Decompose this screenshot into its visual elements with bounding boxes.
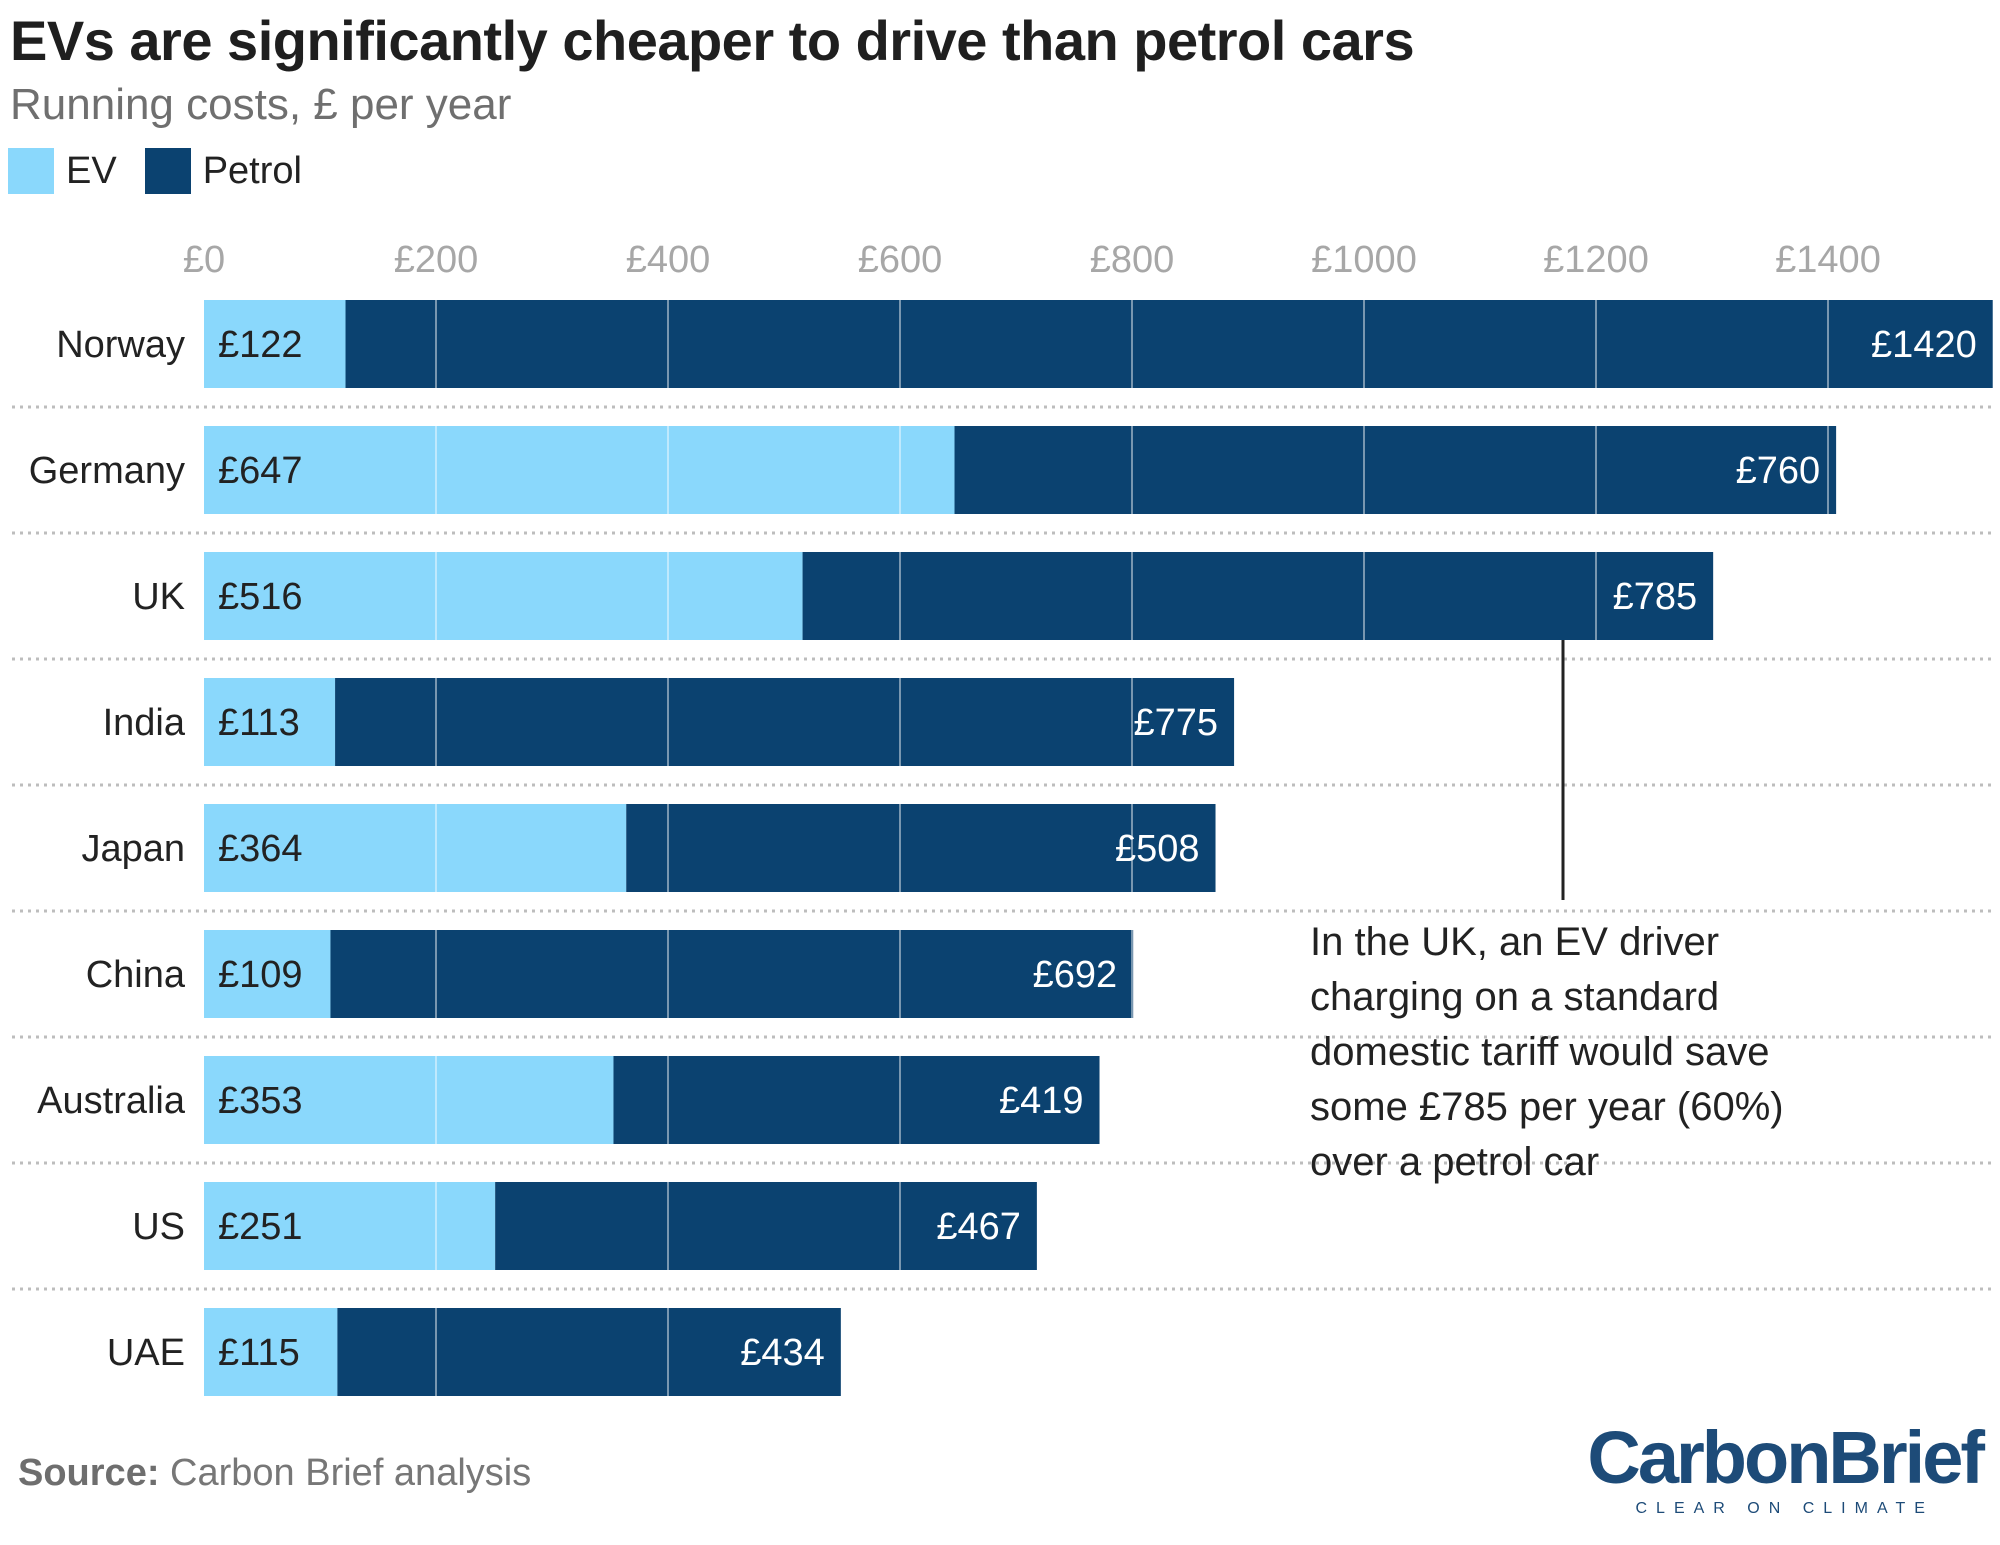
data-label-petrol: £419	[999, 1080, 1084, 1122]
bar-petrol	[613, 1056, 1100, 1144]
data-label-petrol: £1420	[1871, 324, 1977, 366]
data-label-ev: £122	[218, 324, 303, 366]
data-label-petrol: £508	[1115, 828, 1200, 870]
bar-ev	[204, 930, 331, 1018]
legend-item-ev: EV	[8, 148, 117, 194]
bar-ev	[204, 1056, 614, 1144]
category-label: China	[86, 954, 186, 996]
category-label: UAE	[107, 1332, 185, 1374]
legend: EV Petrol	[8, 148, 330, 194]
data-label-ev: £115	[218, 1332, 300, 1374]
annotation-text-line: charging on a standard	[1310, 975, 1719, 1019]
data-label-ev: £251	[218, 1206, 303, 1248]
bar-petrol	[337, 1308, 841, 1396]
category-label: Australia	[37, 1080, 186, 1122]
logo-tagline: CLEAR ON CLIMATE	[1635, 1500, 1934, 1517]
bar-petrol	[345, 300, 1993, 388]
category-label: UK	[132, 576, 185, 618]
legend-label-ev: EV	[66, 149, 117, 192]
category-label: Germany	[29, 450, 185, 492]
annotation-text-line: In the UK, an EV driver	[1310, 920, 1719, 964]
data-label-ev: £647	[218, 450, 303, 492]
annotation-text-line: domestic tariff would save	[1310, 1030, 1769, 1074]
source-label: Source:	[18, 1452, 160, 1494]
legend-label-petrol: Petrol	[202, 149, 302, 192]
bar-petrol	[802, 552, 1714, 640]
x-tick-label: £200	[394, 239, 479, 281]
data-label-ev: £516	[218, 576, 303, 618]
x-tick-label: £1000	[1311, 239, 1417, 281]
source-note: Source: Carbon Brief analysis	[18, 1452, 531, 1495]
bar-ev	[204, 426, 955, 514]
carbon-brief-logo: CarbonBrief CLEAR ON CLIMATE	[1587, 1416, 1985, 1518]
annotation-text-line: some £785 per year (60%)	[1310, 1085, 1784, 1129]
bar-petrol	[954, 426, 1837, 514]
annotation-text-line: over a petrol car	[1310, 1140, 1599, 1184]
chart-title: EVs are significantly cheaper to drive t…	[10, 9, 1415, 72]
chart-subtitle: Running costs, £ per year	[10, 80, 512, 129]
x-tick-label: £400	[626, 239, 711, 281]
bar-ev	[204, 552, 803, 640]
data-label-ev: £353	[218, 1080, 303, 1122]
bar-petrol	[335, 678, 1235, 766]
data-label-petrol: £434	[740, 1332, 825, 1374]
logo-text: CarbonBrief	[1587, 1416, 1985, 1499]
x-tick-label: £800	[1090, 239, 1175, 281]
category-label: Norway	[56, 324, 185, 366]
data-label-ev: £113	[218, 702, 300, 744]
data-label-petrol: £692	[1033, 954, 1118, 996]
bar-petrol	[626, 804, 1216, 892]
data-label-petrol: £775	[1134, 702, 1219, 744]
bar-ev	[204, 804, 627, 892]
legend-item-petrol: Petrol	[144, 148, 302, 194]
bar-ev	[204, 1308, 338, 1396]
data-label-ev: £109	[218, 954, 303, 996]
source-text: Carbon Brief analysis	[170, 1452, 532, 1494]
category-label: India	[103, 702, 186, 744]
bar-ev	[204, 678, 336, 766]
bar-ev	[204, 300, 346, 388]
bar-ev	[204, 1182, 496, 1270]
x-tick-label: £0	[183, 239, 225, 281]
legend-swatch-ev	[8, 148, 54, 194]
data-label-petrol: £760	[1736, 450, 1821, 492]
x-tick-label: £1200	[1543, 239, 1649, 281]
data-label-petrol: £467	[936, 1206, 1021, 1248]
bar-petrol	[495, 1182, 1037, 1270]
x-tick-label: £600	[858, 239, 943, 281]
x-tick-label: £1400	[1775, 239, 1881, 281]
category-label: Japan	[81, 828, 185, 870]
data-label-ev: £364	[218, 828, 303, 870]
legend-swatch-petrol	[144, 148, 191, 194]
category-label: US	[132, 1206, 185, 1248]
bar-petrol	[330, 930, 1134, 1018]
data-label-petrol: £785	[1613, 576, 1698, 618]
